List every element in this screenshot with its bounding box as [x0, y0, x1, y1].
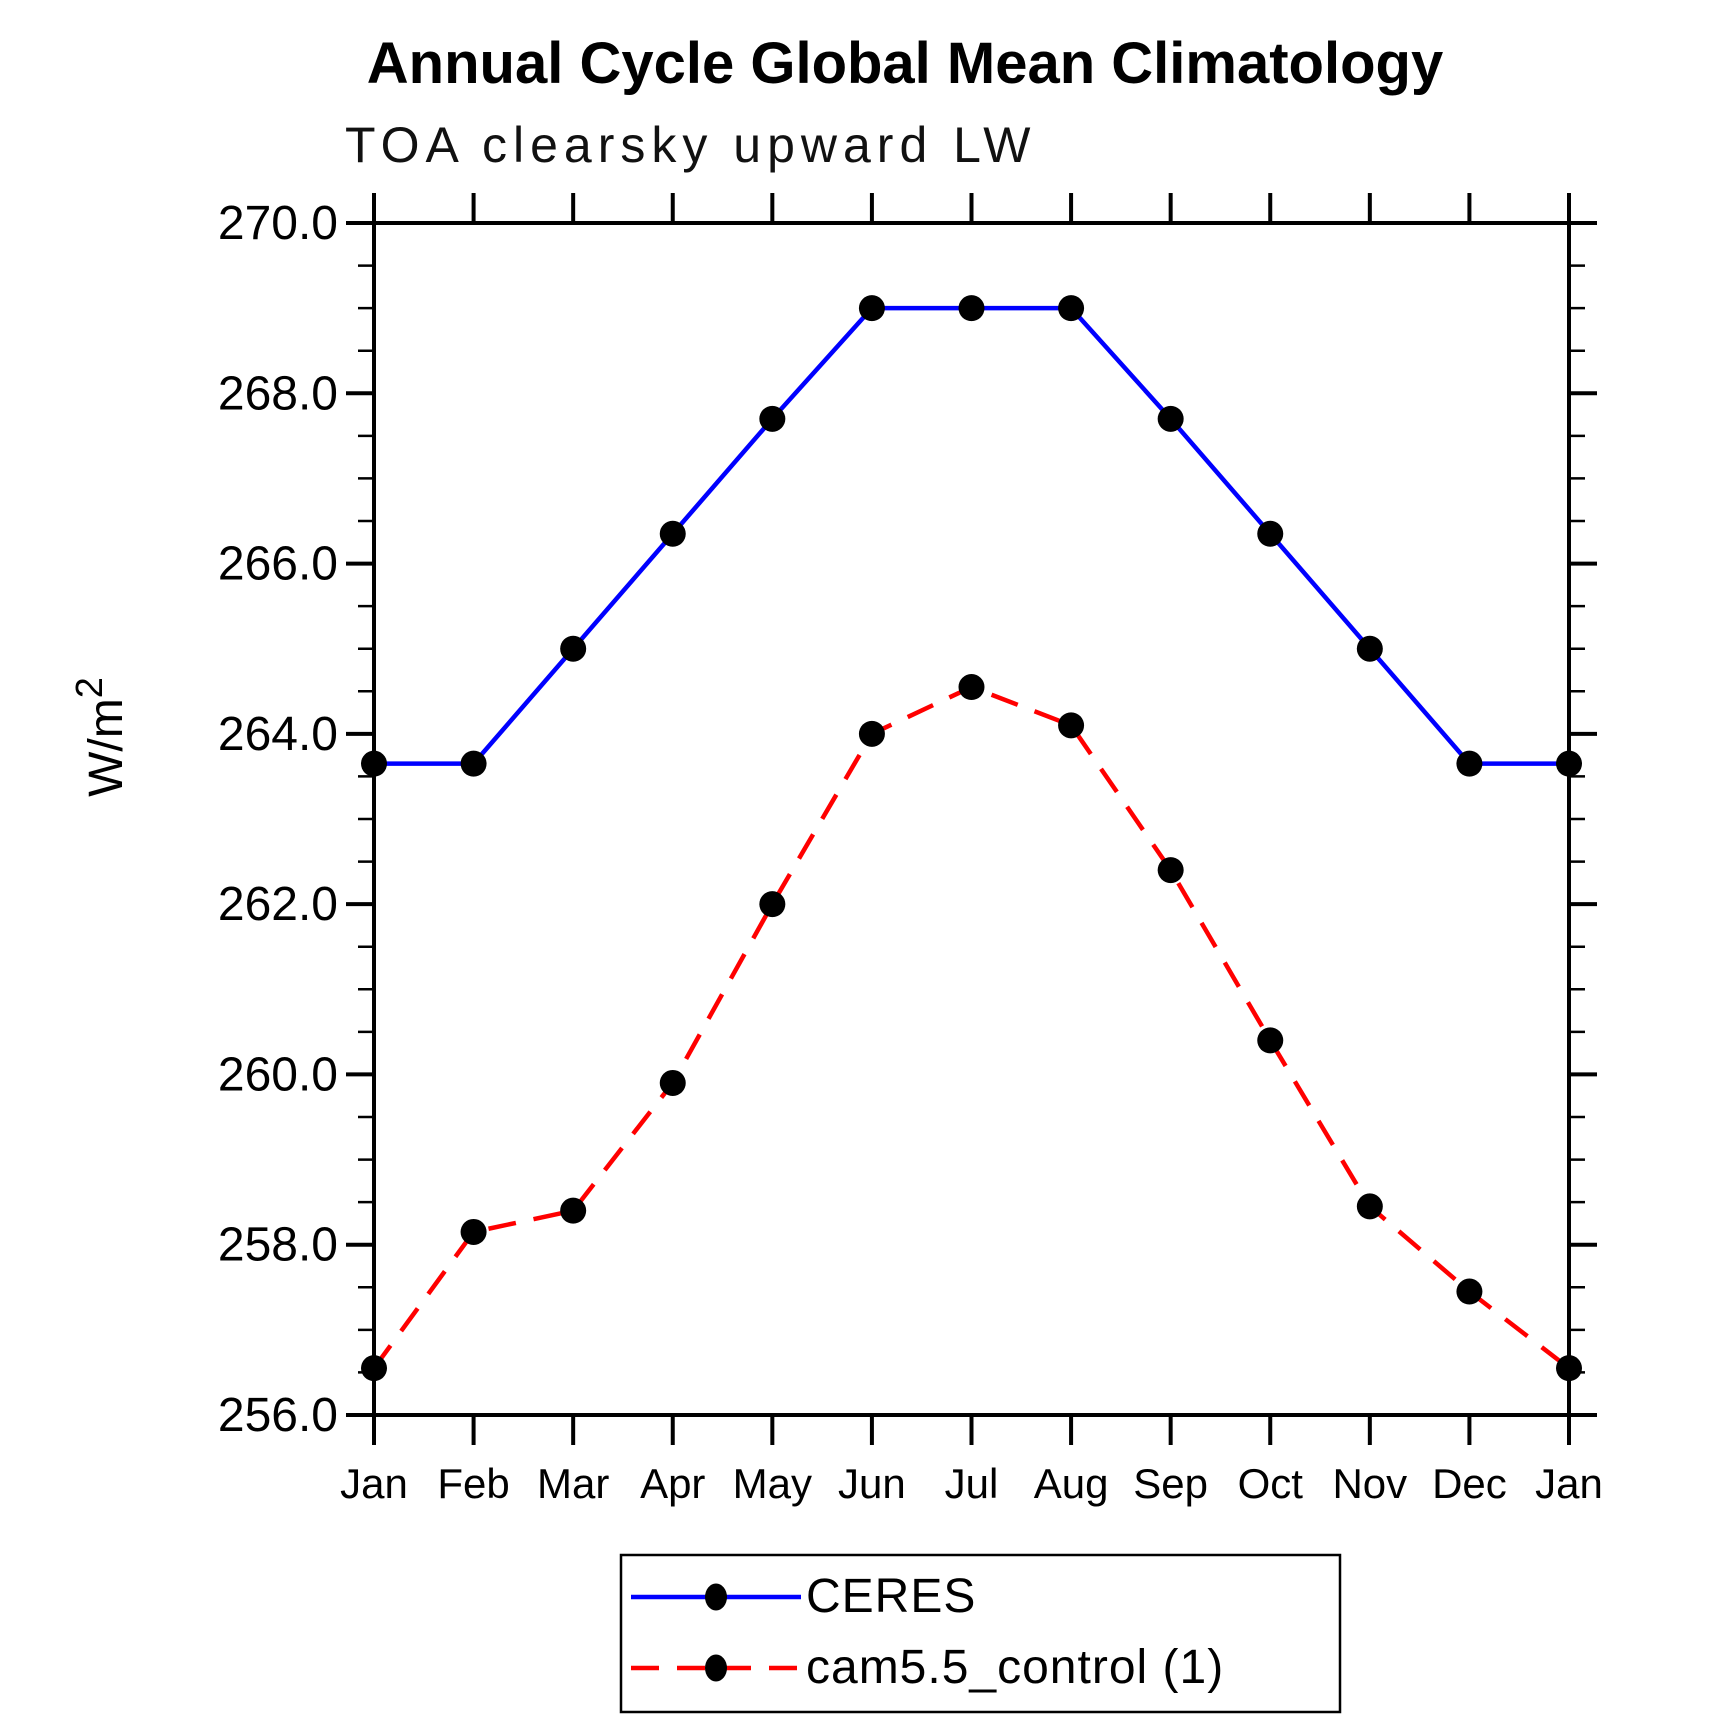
data-point-marker-model	[460, 1218, 487, 1245]
series-line-model	[372, 684, 1571, 1370]
data-point-marker-model	[958, 674, 985, 701]
data-point-marker-ceres	[858, 295, 885, 322]
legend-label: CERES	[806, 1570, 976, 1623]
y-axis-tick-label: 264.0	[218, 708, 338, 761]
x-axis-tick-label: Dec	[1432, 1460, 1507, 1507]
data-point-marker-model	[1257, 1027, 1284, 1054]
data-point-marker-model	[858, 720, 885, 747]
x-axis-tick-label: Mar	[537, 1460, 609, 1507]
x-axis-tick-label: Sep	[1133, 1460, 1208, 1507]
x-axis-tick-label: Apr	[640, 1460, 705, 1507]
legend-box	[619, 1553, 1342, 1714]
data-point-marker-ceres	[958, 295, 985, 322]
legend-label: cam5.5_control (1)	[806, 1641, 1224, 1694]
legend-marker	[705, 1654, 727, 1682]
data-point-marker-model	[1456, 1278, 1483, 1305]
data-point-marker-model	[361, 1355, 387, 1382]
x-axis-tick-label: Oct	[1238, 1460, 1304, 1507]
y-axis-tick-label: 270.0	[218, 197, 338, 250]
x-axis-tick-label: Jun	[838, 1460, 906, 1507]
y-axis-tick-label: 258.0	[218, 1219, 338, 1272]
data-point-marker-model	[759, 891, 786, 918]
data-point-marker-ceres	[1058, 295, 1085, 322]
x-axis-tick-label: May	[733, 1460, 812, 1507]
data-point-marker-model	[1058, 712, 1085, 739]
x-axis-tick-label: Aug	[1034, 1460, 1109, 1507]
data-point-marker-model	[1157, 857, 1184, 884]
data-point-marker-ceres	[361, 750, 387, 777]
x-axis-tick-label: Jan	[340, 1460, 408, 1507]
x-axis-tick-label: Jan	[1535, 1460, 1603, 1507]
data-point-marker-ceres	[1257, 520, 1284, 547]
y-axis-tick-label: 266.0	[218, 538, 338, 591]
y-axis-tick-label: 260.0	[218, 1048, 338, 1101]
data-point-marker-ceres	[1556, 750, 1582, 777]
x-axis-tick-label: Feb	[437, 1460, 509, 1507]
legend-marker	[705, 1583, 727, 1611]
data-point-marker-ceres	[560, 635, 587, 662]
x-axis-tick-label: Jul	[945, 1460, 999, 1507]
data-point-marker-model	[1356, 1193, 1383, 1220]
data-point-marker-model	[659, 1069, 686, 1096]
plot-frame	[372, 221, 1571, 1417]
x-axis-tick-label: Nov	[1332, 1460, 1407, 1507]
chart-title: Annual Cycle Global Mean Climatology	[366, 31, 1444, 96]
data-point-marker-model	[1556, 1355, 1582, 1382]
y-axis-tick-label: 256.0	[218, 1389, 338, 1442]
y-axis-tick-label: 262.0	[218, 878, 338, 931]
data-point-marker-ceres	[759, 405, 786, 432]
chart-subtitle: TOA clearsky upward LW	[345, 117, 1037, 173]
y-axis-title: W/m2	[69, 677, 133, 797]
y-axis-tick-label: 268.0	[218, 367, 338, 420]
data-point-marker-ceres	[1456, 750, 1483, 777]
data-point-marker-ceres	[460, 750, 487, 777]
data-point-marker-ceres	[1157, 405, 1184, 432]
data-point-marker-model	[560, 1197, 587, 1224]
data-point-marker-ceres	[1356, 635, 1383, 662]
data-point-marker-ceres	[659, 520, 686, 547]
